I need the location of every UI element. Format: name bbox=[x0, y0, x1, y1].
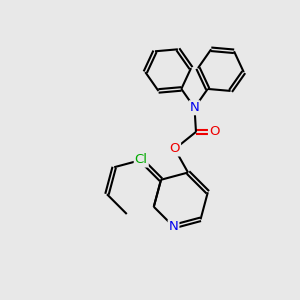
Text: N: N bbox=[169, 220, 178, 233]
Text: N: N bbox=[190, 101, 200, 114]
Text: Cl: Cl bbox=[135, 154, 148, 166]
Text: O: O bbox=[209, 125, 220, 138]
Text: O: O bbox=[169, 142, 180, 155]
